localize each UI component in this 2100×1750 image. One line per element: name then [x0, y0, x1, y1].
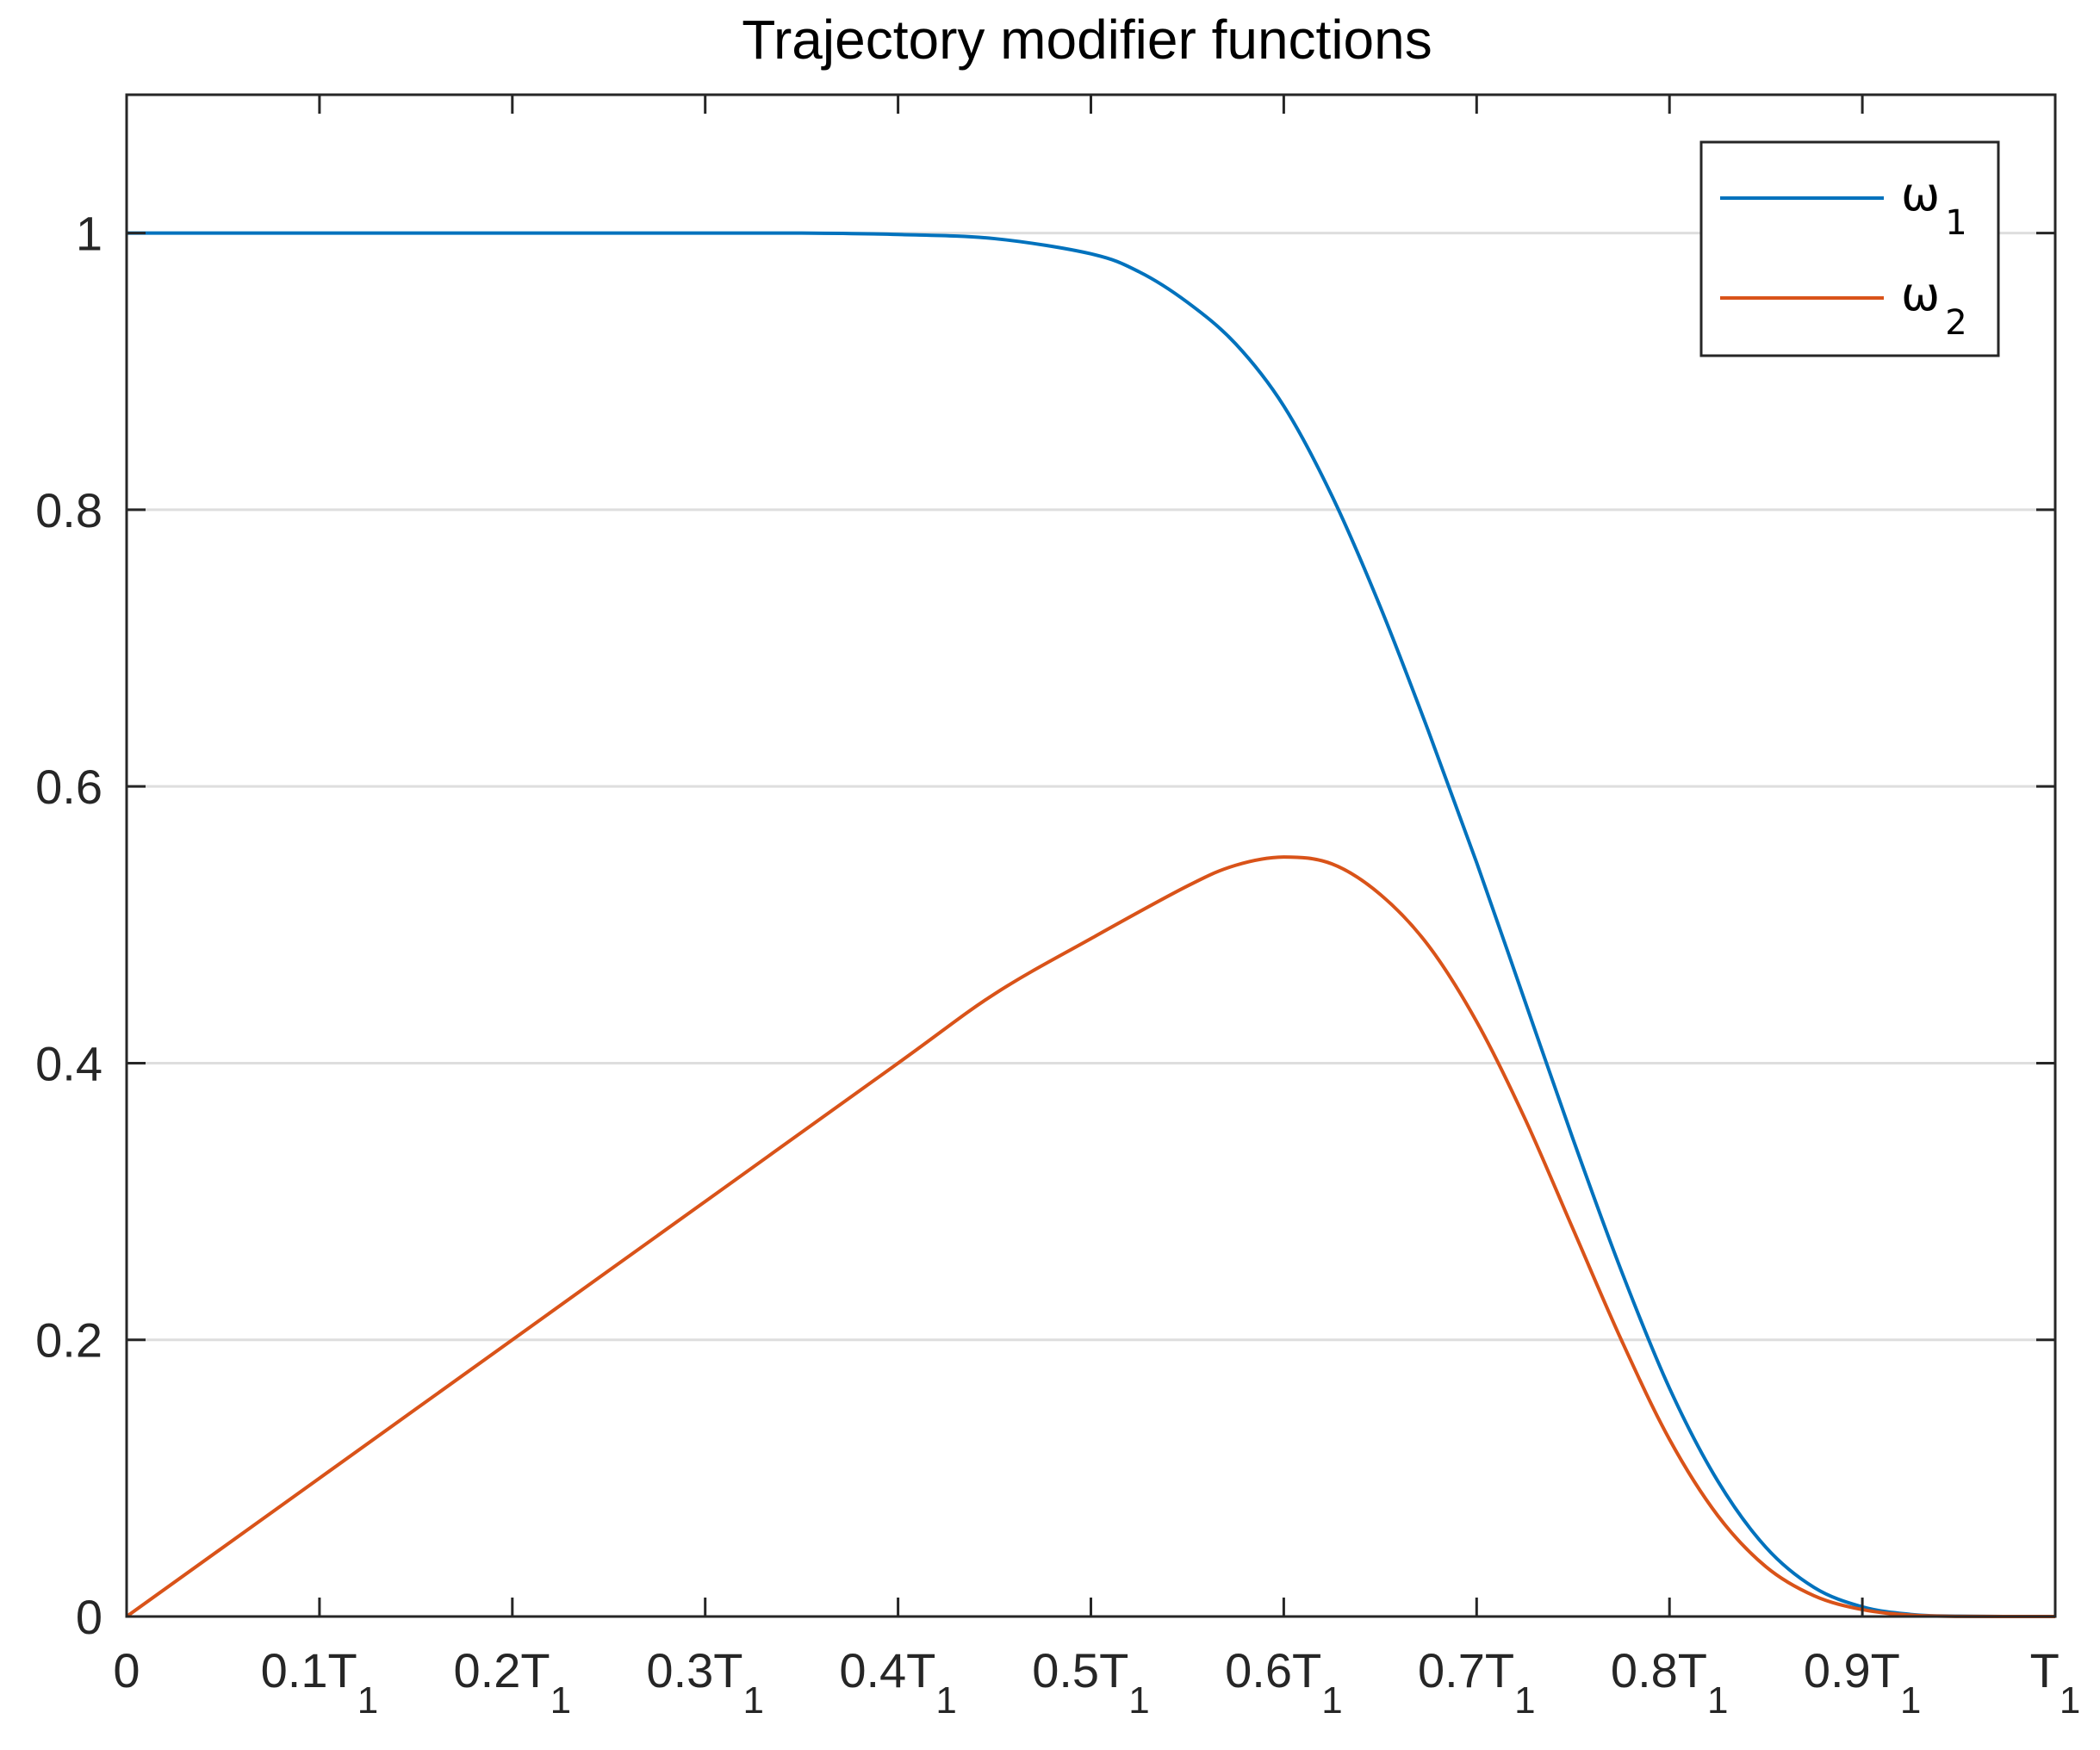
- legend-box: [1699, 140, 2000, 357]
- x-tick-label: 0: [113, 1643, 140, 1697]
- y-tick-label: 0.6: [35, 760, 103, 814]
- series-line-2: [125, 855, 2056, 1619]
- y-tick-label: 0.4: [35, 1036, 103, 1090]
- series-layer: [125, 231, 2056, 1619]
- y-tick-label: 1: [76, 207, 103, 261]
- series-line-1: [127, 231, 2056, 1618]
- y-tick-label: 0: [76, 1590, 103, 1644]
- grid-layer: [127, 232, 2055, 1342]
- y-tick-label: 0.2: [35, 1313, 103, 1368]
- chart-title: Trajectory modifier functions: [742, 9, 1432, 71]
- y-tick-label: 0.8: [35, 483, 103, 537]
